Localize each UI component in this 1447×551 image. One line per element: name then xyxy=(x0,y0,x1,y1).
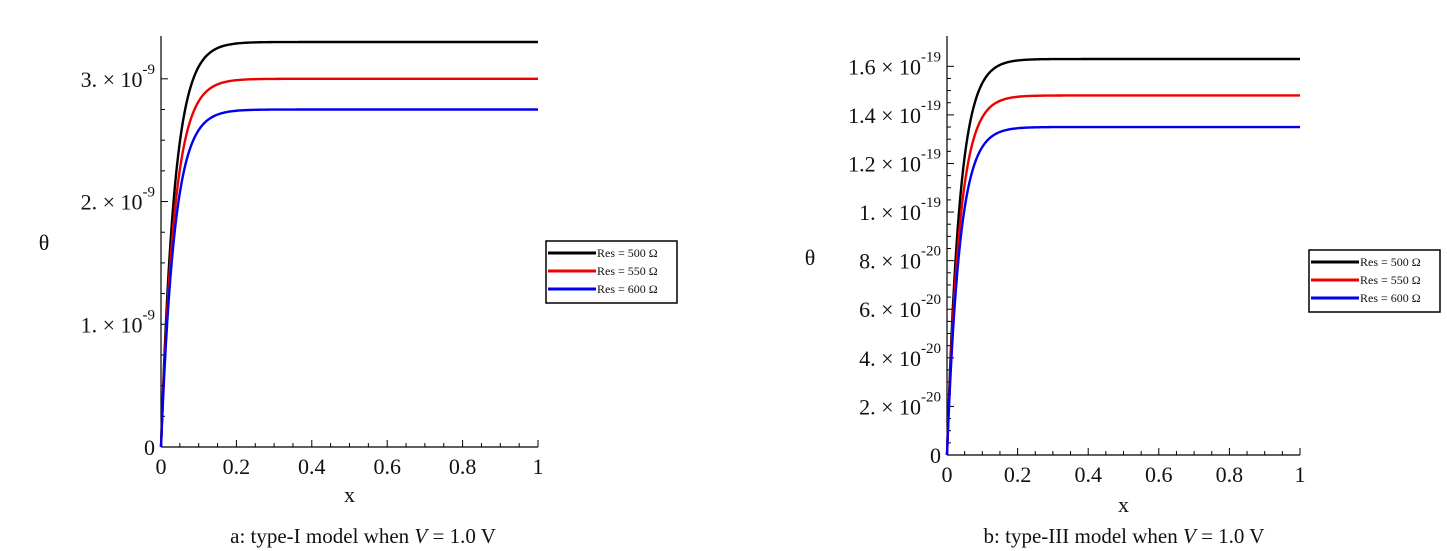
x-tick-label: 0 xyxy=(942,462,953,487)
y-tick-label: 1.4 × 10-19 xyxy=(848,98,941,128)
y-tick-label: 2. × 10-20 xyxy=(859,389,941,419)
x-tick-label: 0.6 xyxy=(373,454,401,479)
legend-label: Res = 550 Ω xyxy=(597,264,658,278)
series-line-2 xyxy=(159,77,538,448)
chart-panel-b: 0 0.2 0.4 0.6 0.8 1 0 2. × 10-20 4. × 10-20 6. × … xyxy=(805,36,1441,548)
x-tick-label: 1 xyxy=(1295,462,1306,487)
legend: Res = 500 Ω Res = 550 Ω Res = 600 Ω xyxy=(1308,249,1441,313)
x-tick-label: 0.2 xyxy=(1004,462,1032,487)
x-tick-label: 0.8 xyxy=(1216,462,1244,487)
x-tick-label: 1 xyxy=(533,454,544,479)
x-tick-label: 0.8 xyxy=(449,454,477,479)
y-tick-label: 0 xyxy=(144,435,155,460)
legend-box xyxy=(1308,249,1441,313)
y-axis-label: θ xyxy=(39,230,50,255)
y-tick-label: 1.6 × 10-19 xyxy=(848,49,941,79)
series-line-1 xyxy=(945,57,1300,456)
y-tick-label: 3. × 10-9 xyxy=(81,62,155,92)
x-tick-label: 0.4 xyxy=(1074,462,1102,487)
series-line-3 xyxy=(945,125,1300,456)
y-tick-label: 0 xyxy=(930,443,941,468)
legend-label: Res = 600 Ω xyxy=(597,282,658,296)
x-axis-label: x xyxy=(1118,492,1129,517)
x-tick-label: 0.2 xyxy=(223,454,251,479)
chart-panel-a: 0 0.2 0.4 0.6 0.8 1 0 1. × 10-9 2. × 10-9 3. × 10… xyxy=(39,36,678,548)
legend-label: Res = 500 Ω xyxy=(597,246,658,260)
series-line-1 xyxy=(159,40,538,448)
series-line-3 xyxy=(159,108,538,448)
x-tick-label: 0 xyxy=(156,454,167,479)
x-tick-label: 0.6 xyxy=(1145,462,1173,487)
y-axis-label: θ xyxy=(805,245,816,270)
y-tick-label: 1. × 10-9 xyxy=(81,307,155,337)
y-tick-label: 6. × 10-20 xyxy=(859,292,941,322)
y-tick-label: 2. × 10-9 xyxy=(81,185,155,215)
legend-label: Res = 550 Ω xyxy=(1360,273,1421,287)
legend-label: Res = 600 Ω xyxy=(1360,291,1421,305)
panel-caption: b: type-III model when V = 1.0 V xyxy=(984,524,1265,548)
x-tick-label: 0.4 xyxy=(298,454,326,479)
legend: Res = 500 Ω Res = 550 Ω Res = 600 Ω xyxy=(545,240,678,304)
legend-label: Res = 500 Ω xyxy=(1360,255,1421,269)
y-tick-label: 4. × 10-20 xyxy=(859,341,941,371)
y-tick-label: 8. × 10-20 xyxy=(859,244,941,274)
panel-caption: a: type-I model when V = 1.0 V xyxy=(230,524,496,548)
x-axis-label: x xyxy=(344,482,355,507)
y-tick-label: 1.2 × 10-19 xyxy=(848,146,941,176)
y-tick-label: 1. × 10-19 xyxy=(859,195,941,225)
series-line-2 xyxy=(945,94,1300,456)
